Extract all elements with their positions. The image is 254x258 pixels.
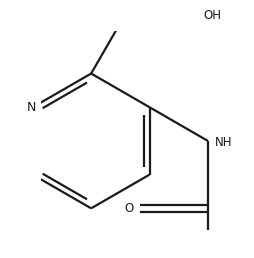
Text: NH: NH [215, 136, 232, 149]
Text: OH: OH [204, 9, 222, 22]
Text: N: N [26, 101, 36, 114]
Text: O: O [124, 202, 133, 215]
